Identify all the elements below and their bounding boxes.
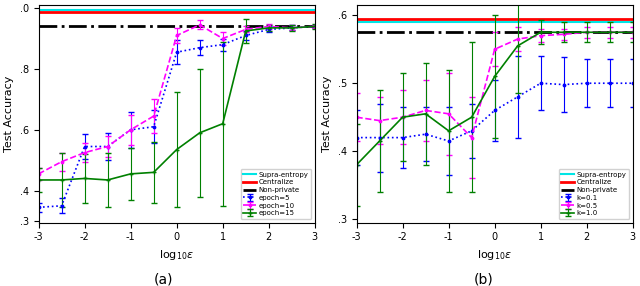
Text: (b): (b): [474, 272, 493, 286]
Non-private: [491, 31, 499, 34]
Supra-entropy: [537, 20, 545, 24]
Text: (a): (a): [154, 272, 173, 286]
Supra-entropy: [173, 9, 180, 12]
Centralize: [491, 17, 499, 20]
Legend: Supra-entropy, Centralize, Non-private, epoch=5, epoch=10, epoch=15: Supra-entropy, Centralize, Non-private, …: [241, 169, 311, 219]
Non-private: [173, 25, 180, 28]
Non-private: [219, 25, 227, 28]
X-axis label: log$_{10}\varepsilon$: log$_{10}\varepsilon$: [159, 248, 194, 262]
Supra-entropy: [491, 20, 499, 24]
Centralize: [537, 17, 545, 20]
Non-private: [537, 31, 545, 34]
Y-axis label: Test Accuracy: Test Accuracy: [322, 76, 332, 152]
Legend: Supra-entropy, Centralize, Non-private, k=0.1, k=0.5, k=1.0: Supra-entropy, Centralize, Non-private, …: [559, 169, 629, 219]
Centralize: [219, 10, 227, 13]
Centralize: [173, 10, 180, 13]
Supra-entropy: [219, 9, 227, 12]
Y-axis label: Test Accuracy: Test Accuracy: [4, 76, 14, 152]
X-axis label: log$_{10}\varepsilon$: log$_{10}\varepsilon$: [477, 248, 512, 262]
